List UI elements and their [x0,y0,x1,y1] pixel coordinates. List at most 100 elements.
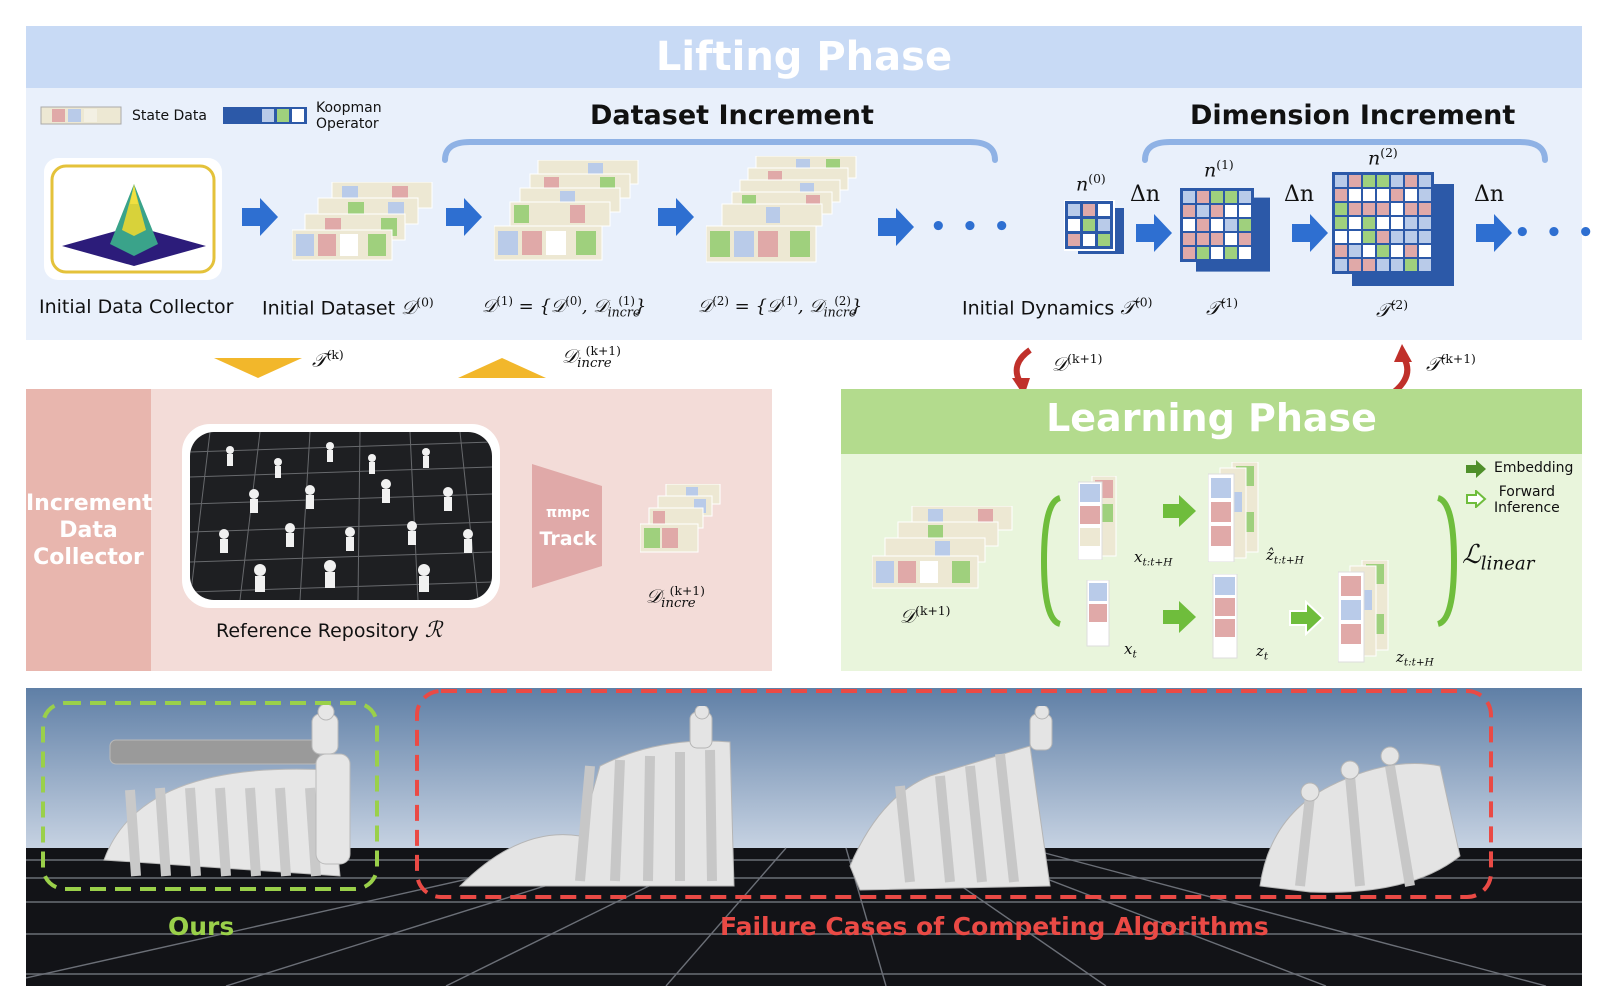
n2-label: n(2) [1368,146,1398,170]
handoff-d-k1: 𝒟(k+1) [1052,352,1103,376]
matrix-cell [1419,175,1431,187]
matrix-cell [1349,175,1361,187]
matrix-cell [1183,247,1195,259]
legend-koopman-line2: Operator [316,116,379,132]
matrix-cell [1391,245,1403,257]
increment-title-line2: Data [59,518,118,543]
learning-phase-title-bar [841,389,1582,454]
matrix-cell [1363,189,1375,201]
matrix-cell [1391,189,1403,201]
matrix-cell [1335,189,1347,201]
tracker-policy: πmpc [546,505,590,521]
matrix-cell [1391,217,1403,229]
matrix-cell [1377,217,1389,229]
matrix-cell [1225,219,1237,231]
ours-highlight-box [41,701,379,891]
legend-forward-line2: Inference [1494,500,1560,516]
tracker-label: πmpc Track [532,500,604,552]
matrix-cell [1183,219,1195,231]
matrix-cell [1197,191,1209,203]
dimension-increment-brace [1142,139,1548,163]
initial-dataset-text: Initial Dataset [262,297,396,320]
matrix-cell [1363,259,1375,271]
reference-repository-label: Reference Repository ℛ [216,618,442,643]
d2-definition: 𝒟(2) = {𝒟(1), 𝒟incre(2)} [698,294,863,320]
dataset-d2-stack-icon [706,156,857,263]
tracker-track: Track [539,528,597,550]
matrix-cell [1211,205,1223,217]
state-data-legend-icon [40,106,122,125]
matrix-cell [1363,203,1375,215]
matrix-cell [1197,219,1209,231]
xt-label: xt [1124,640,1137,661]
t0-symbol: 𝒯(0) [1120,296,1153,320]
failure-robots-motion-image [458,706,1461,893]
matrix-cell [1419,245,1431,257]
down-triangle-icon [214,358,302,378]
matrix-cell [1211,233,1223,245]
matrix-cell [1349,245,1361,257]
matrix-cell [1239,233,1251,245]
dataset-ellipsis: • • • [930,212,1013,242]
learning-phase-title: Learning Phase [1046,396,1377,440]
matrix-cell [1377,259,1389,271]
tracker-trapezoid-icon [532,464,602,588]
t2-symbol: 𝒯(2) [1376,298,1409,322]
d-incre-k1-label: 𝒟incre(k+1) [646,584,705,612]
matrix-cell [1419,231,1431,243]
koopman-matrix-n1-icon [1180,188,1270,272]
matrix-cell [1349,231,1361,243]
d-k1-label: 𝒟(k+1) [900,604,951,628]
matrix-cell [1225,191,1237,203]
matrix-cell [1377,245,1389,257]
latent-sequence-zhat-icon [1208,462,1259,562]
matrix-cell [1239,205,1251,217]
matrix-cell [1335,175,1347,187]
legend-koopman-label: Koopman Operator [316,100,382,132]
arrow-right-icon [1292,214,1328,252]
matrix-cell [1239,219,1251,231]
arrow-right-icon [1476,214,1512,252]
ours-label: Ours [168,912,235,941]
arrow-right-icon [878,208,914,246]
matrix-cell [1335,231,1347,243]
dimension-increment-title: Dimension Increment [1190,100,1516,131]
initial-dynamics-text: Initial Dynamics [962,297,1115,320]
right-bracket-icon [1436,495,1458,627]
incremental-dataset-stack-icon [640,484,721,553]
initial-dataset-stack-icon [292,182,433,261]
matrix-cell [1419,217,1431,229]
ours-robot-motion-image [103,703,351,877]
dimension-ellipsis: • • • [1514,218,1597,248]
latent-sequence-z-icon [1338,560,1389,663]
matrix-cell [1197,247,1209,259]
initial-data-collector-label: Initial Data Collector [39,296,234,318]
initial-dynamics-label: Initial Dynamics 𝒯(0) [962,296,1152,319]
forward-inference-legend-icon [1466,490,1487,508]
up-triangle-icon [458,358,546,378]
arrow-right-icon [658,198,694,236]
arrow-right-icon [242,198,278,236]
arrow-right-icon [1136,214,1172,252]
matrix-cell [1211,219,1223,231]
matrix-cell [1211,247,1223,259]
matrix-cell [1419,203,1431,215]
arrow-right-icon [446,198,482,236]
delta-n-label-3: Δn [1474,182,1505,207]
legend-koopman-line1: Koopman [316,100,382,116]
matrix-cell [1211,191,1223,203]
legend-embedding-label: Embedding [1494,460,1574,476]
matrix-cell [1183,205,1195,217]
matrix-cell [1391,203,1403,215]
koopman-matrix-n2-icon [1332,172,1454,286]
dataset-d1-stack-icon [494,160,639,261]
matrix-cell [1335,245,1347,257]
matrix-cell [1349,217,1361,229]
matrix-cell [1405,231,1417,243]
n1-label: n(1) [1204,158,1234,182]
matrix-cell [1391,259,1403,271]
matrix-cell [1377,189,1389,201]
left-bracket-icon [1040,495,1062,627]
matrix-cell [1405,259,1417,271]
matrix-cell [1377,175,1389,187]
